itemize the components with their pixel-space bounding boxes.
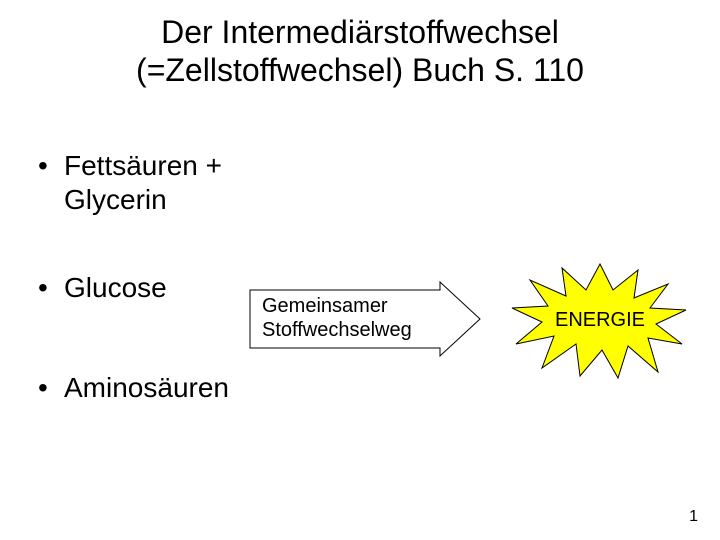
bullet-text: Glucose <box>64 272 167 304</box>
bullet-icon: • <box>38 372 64 404</box>
list-item-continuation: Glycerin <box>64 184 229 216</box>
slide-title: Der Intermediärstoffwechsel (=Zellstoffw… <box>0 0 720 90</box>
bullet-text: Aminosäuren <box>64 372 229 404</box>
arrow-label-line1: Gemeinsamer <box>262 295 388 317</box>
starburst-shape: ENERGIE <box>510 260 690 380</box>
list-item: • Aminosäuren <box>38 372 229 404</box>
arrow-shape: Gemeinsamer Stoffwechselweg <box>248 280 482 358</box>
bullet-list: • Fettsäuren + Glycerin • Glucose • Amin… <box>38 150 229 404</box>
starburst-label: ENERGIE <box>510 260 690 380</box>
bullet-icon: • <box>38 150 64 182</box>
bullet-icon: • <box>38 272 64 304</box>
page-number: 1 <box>689 508 698 526</box>
bullet-text: Fettsäuren + <box>64 150 222 182</box>
arrow-label-line2: Stoffwechselweg <box>262 319 412 341</box>
title-line1: Der Intermediärstoffwechsel <box>161 14 559 50</box>
bullet-text: Glycerin <box>64 184 167 215</box>
list-item: • Glucose <box>38 272 229 304</box>
title-line2: (=Zellstoffwechsel) Buch S. 110 <box>136 52 584 88</box>
arrow-label: Gemeinsamer Stoffwechselweg <box>262 294 412 342</box>
list-item: • Fettsäuren + <box>38 150 229 182</box>
